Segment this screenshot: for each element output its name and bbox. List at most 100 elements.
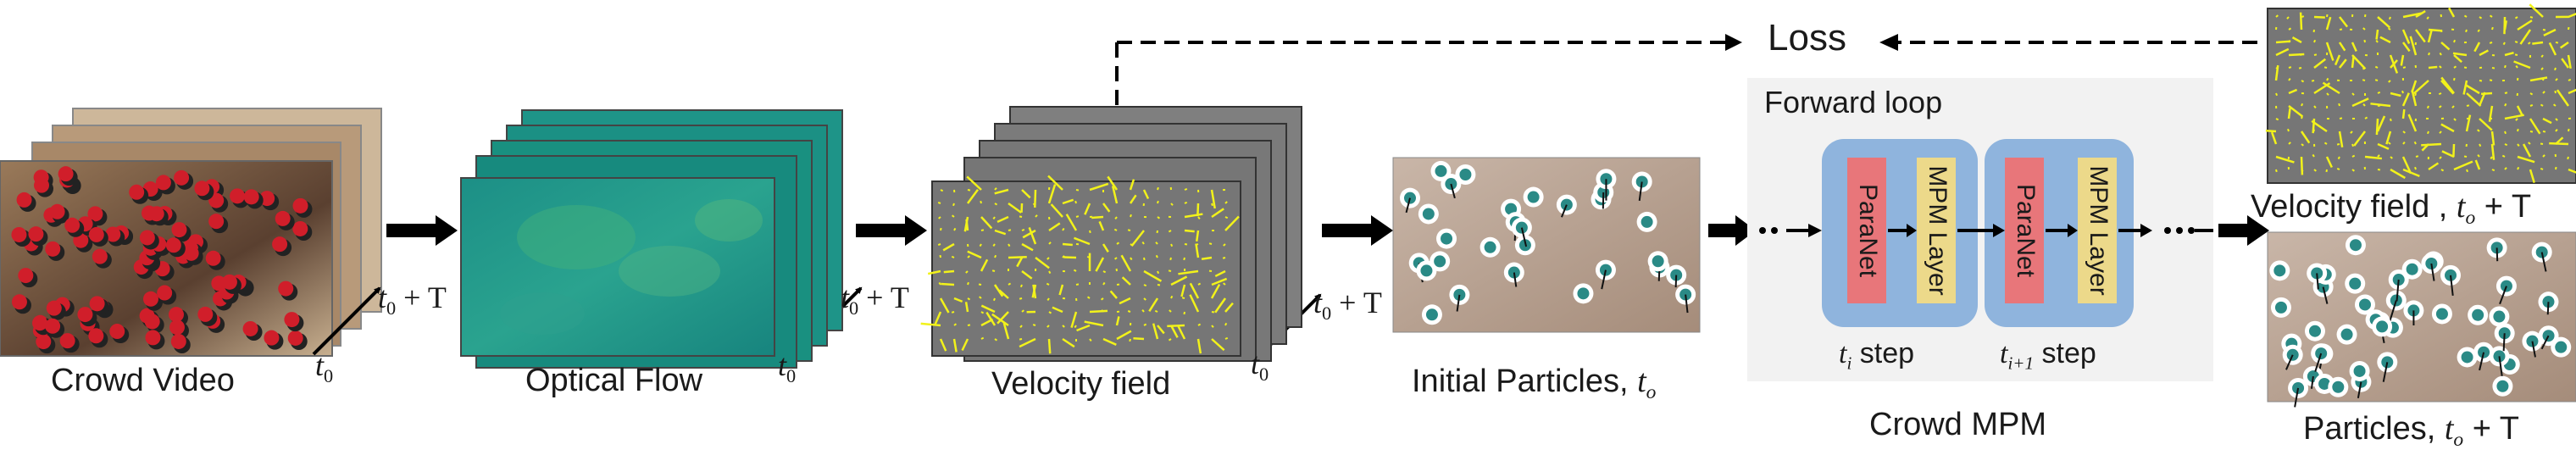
- velocity-vector: [2388, 80, 2391, 83]
- velocity-vector: [1062, 325, 1065, 328]
- velocity-vector: [1047, 184, 1057, 204]
- velocity-vector: [2411, 89, 2418, 107]
- velocity-vector: [1211, 325, 1214, 328]
- velocity-vector: [1100, 297, 1104, 301]
- velocity-vector: [2543, 28, 2557, 36]
- velocity-vector: [2542, 130, 2546, 133]
- velocity-vector: [2323, 142, 2328, 145]
- velocity-vector: [1086, 296, 1091, 299]
- velocity-vector: [2323, 66, 2328, 69]
- velocity-vector: [993, 284, 1004, 297]
- velocity-vector: [2339, 117, 2343, 119]
- velocity-vector: [1116, 330, 1132, 341]
- velocity-vector: [2401, 90, 2404, 94]
- velocity-vector: [2339, 16, 2349, 28]
- velocity-vector: [2479, 118, 2493, 131]
- velocity-vector: [1211, 203, 1213, 207]
- velocity-vector: [980, 304, 996, 314]
- velocity-vector: [1074, 200, 1077, 204]
- velocity-vector: [2439, 156, 2442, 159]
- velocity-vector: [2288, 66, 2292, 69]
- velocity-vector: [1170, 203, 1174, 206]
- velocity-vector: [2351, 42, 2357, 53]
- velocity-vector: [2288, 53, 2305, 57]
- velocity-vectors: [920, 175, 1240, 354]
- velocity-vector: [2504, 143, 2508, 147]
- velocity-vector: [2364, 155, 2383, 160]
- velocity-vector: [1181, 297, 1185, 299]
- velocity-vector: [2413, 80, 2429, 95]
- velocity-vector: [2336, 143, 2340, 146]
- velocity-vector: [1102, 337, 1117, 346]
- velocity-vector: [2502, 42, 2506, 46]
- velocity-vector: [2491, 26, 2494, 31]
- velocity-vector: [2351, 143, 2355, 147]
- velocity-vector: [2351, 97, 2369, 108]
- velocity-vector: [2301, 80, 2305, 83]
- velocity-vector: [2313, 39, 2317, 43]
- velocity-vector: [2555, 118, 2558, 121]
- paranet-label: ParaNet: [1854, 184, 1882, 278]
- velocity-vector: [1084, 320, 1104, 327]
- velocity-vector: [2428, 65, 2438, 69]
- paranet-block-2: [2005, 158, 2044, 303]
- velocity-vector: [2529, 118, 2541, 135]
- velocity-vector: [1008, 256, 1027, 259]
- velocity-vector: [2504, 103, 2507, 107]
- velocity-vector: [2568, 88, 2576, 95]
- velocity-vector: [1052, 306, 1063, 314]
- target-particles-label: Particles, to + T: [2303, 411, 2520, 452]
- velocity-vector: [2312, 153, 2315, 158]
- velocity-vector: [2370, 103, 2391, 108]
- velocity-field-frame: [931, 180, 1241, 357]
- velocity-vector: [2438, 105, 2442, 108]
- optical-flow-stack: [460, 109, 843, 369]
- velocity-vector: [2298, 67, 2302, 69]
- velocity-vector: [1058, 284, 1064, 296]
- velocity-vector: [1114, 257, 1118, 260]
- velocity-vector: [938, 216, 941, 219]
- velocity-vector: [2377, 142, 2390, 150]
- velocity-vector: [1048, 242, 1052, 245]
- velocity-vector: [2301, 169, 2304, 173]
- velocity-vector: [2325, 42, 2334, 61]
- crowd-video-label: Crowd Video: [51, 363, 235, 398]
- velocity-vector: [1143, 284, 1147, 287]
- velocity-vector: [967, 281, 969, 286]
- velocity-vector: [2390, 118, 2392, 122]
- velocity-vector: [2376, 115, 2386, 132]
- velocity-vector: [920, 322, 941, 327]
- velocity-vector: [2473, 42, 2481, 53]
- velocity-vector: [2504, 114, 2524, 120]
- velocity-vector: [2287, 108, 2291, 119]
- velocity-vector: [2555, 166, 2557, 170]
- velocity-vector: [2490, 130, 2496, 146]
- velocity-vector: [1208, 242, 1213, 245]
- velocity-vector: [2270, 131, 2278, 145]
- step-ti1-label: ti+1 step: [2000, 337, 2096, 374]
- velocity-vector: [2555, 129, 2558, 132]
- velocity-vector: [2390, 92, 2401, 97]
- velocity-vector: [2362, 27, 2366, 31]
- velocity-vector: [1109, 290, 1118, 299]
- forward-loop-label: Forward loop: [1764, 85, 1943, 119]
- velocity-vector: [1170, 275, 1188, 286]
- velocity-vector: [1032, 203, 1036, 206]
- velocity-vector: [2504, 130, 2507, 135]
- velocity-vector: [2275, 169, 2278, 173]
- velocity-vector: [994, 229, 1007, 236]
- velocity-vector: [2301, 115, 2303, 119]
- velocity-vector: [2390, 59, 2398, 69]
- velocity-vector: [2421, 142, 2442, 147]
- velocity-vector: [2559, 41, 2569, 49]
- velocity-vector: [964, 302, 969, 313]
- pipeline-arrows: [386, 215, 2269, 246]
- velocity-vector: [1073, 269, 1077, 272]
- velocity-vector: [1032, 284, 1037, 299]
- velocity-vector: [2401, 156, 2412, 175]
- velocity-vector: [2275, 14, 2279, 18]
- velocity-vector: [2409, 36, 2418, 56]
- velocity-vector: [2301, 103, 2304, 107]
- velocity-vector: [2313, 53, 2318, 56]
- velocity-vector: [2479, 143, 2482, 147]
